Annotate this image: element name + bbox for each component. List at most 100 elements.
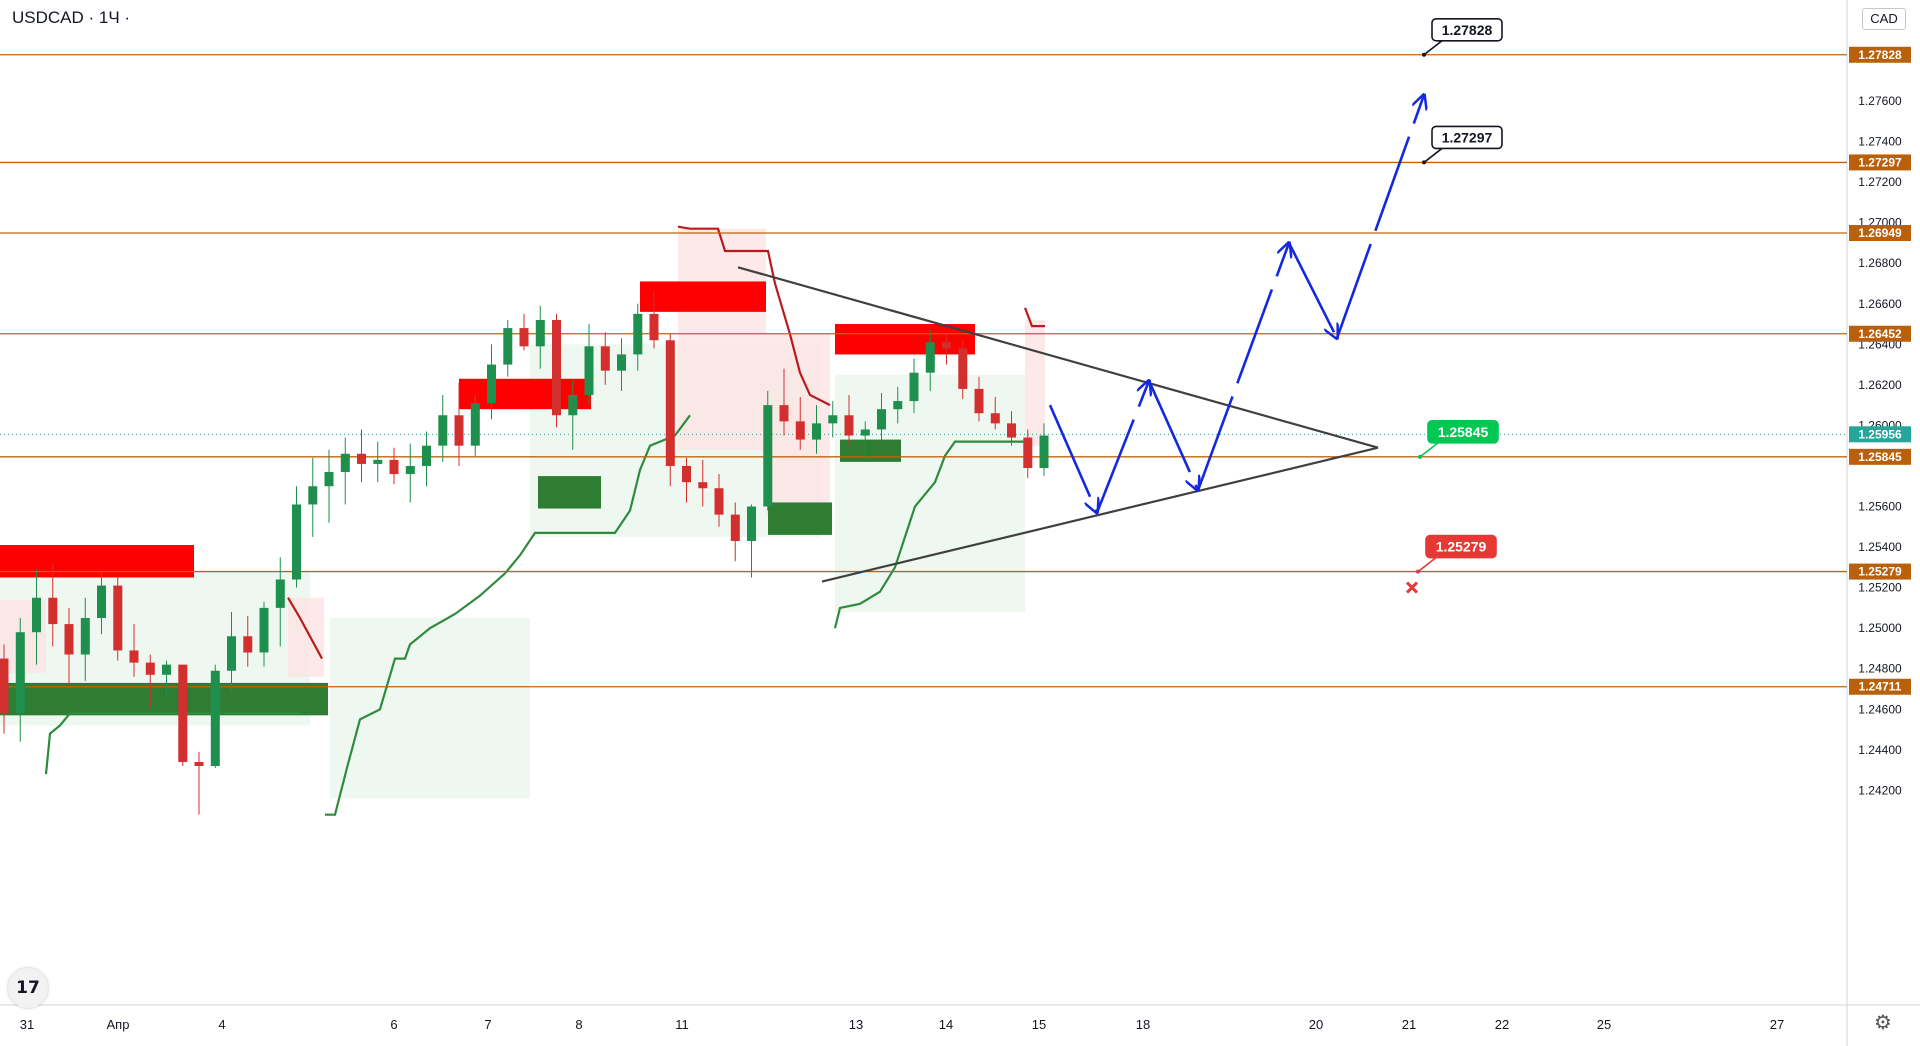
trailing-stop-long-line: [325, 414, 691, 816]
trailing-stop-long-line: [833, 440, 1025, 629]
candle-body: [48, 597, 58, 625]
candle: [763, 390, 773, 511]
candle-body: [373, 459, 383, 464]
candle-body: [80, 618, 90, 655]
price-tick-label: 1.25200: [1858, 581, 1902, 595]
stop-callout[interactable]: 1.25279: [1416, 534, 1497, 574]
candle: [113, 575, 123, 661]
demand-zone: [0, 682, 328, 716]
candle-body: [714, 488, 724, 515]
candle: [617, 338, 626, 391]
candle-body: [97, 585, 106, 619]
entry-callout[interactable]: 1.25845: [1418, 420, 1499, 459]
time-tick-label: 14: [939, 1017, 953, 1032]
projection-arrow[interactable]: [1147, 380, 1198, 491]
supply-zone: [640, 281, 766, 312]
candle: [64, 607, 74, 685]
candle: [1039, 423, 1049, 477]
current-price-badge[interactable]: 1.25956: [1849, 426, 1911, 443]
candle: [698, 459, 708, 507]
level-price-badge[interactable]: 1.25279: [1849, 563, 1911, 580]
time-tick-label: 31: [20, 1017, 34, 1032]
candle-body: [844, 415, 854, 436]
currency-button[interactable]: CAD: [1862, 8, 1906, 30]
target-callout[interactable]: 1.27297: [1422, 125, 1503, 165]
level-badge-box: [1849, 46, 1911, 63]
demand-fill-area: [330, 618, 530, 799]
candle-body: [113, 585, 123, 651]
descending-trendline[interactable]: [737, 266, 1379, 449]
candle-body: [974, 388, 984, 414]
trailing-stop-short-line: [287, 597, 323, 660]
candle-body: [422, 445, 431, 466]
projection-arrow[interactable]: [1048, 404, 1097, 512]
candle-body: [763, 405, 773, 507]
candle-body: [812, 423, 821, 440]
candle: [877, 392, 886, 442]
level-price-badge[interactable]: 1.27828: [1849, 46, 1911, 63]
candle: [470, 394, 480, 456]
candle-body: [454, 415, 464, 446]
level-price-badge[interactable]: 1.26949: [1849, 224, 1911, 241]
time-axis[interactable]: 31 Апр 4 6 7 8 11 13 14 15 18 20 21 22 25 27: [20, 1017, 1784, 1032]
candle-body: [552, 319, 561, 416]
price-tick-label: 1.26800: [1858, 256, 1902, 270]
candle-body: [990, 413, 1000, 424]
demand-zone: [768, 502, 832, 535]
level-price-badge[interactable]: 1.24711: [1849, 678, 1911, 695]
candle-body: [340, 453, 350, 473]
candle: [292, 486, 301, 588]
candle-body: [519, 328, 529, 347]
candle: [730, 502, 740, 562]
projection-arrow[interactable]: [1287, 242, 1337, 338]
level-badge-label: 1.24711: [1859, 680, 1902, 694]
level-price-badge[interactable]: 1.27297: [1849, 154, 1911, 171]
time-tick-label: 15: [1032, 1017, 1046, 1032]
target-callout[interactable]: 1.27828: [1422, 17, 1503, 57]
candle: [860, 421, 870, 460]
callout-box: [1431, 17, 1503, 42]
candle: [422, 431, 431, 487]
gear-icon[interactable]: ⚙: [1874, 1010, 1892, 1034]
candle: [747, 504, 756, 578]
symbol-title[interactable]: USDCAD · 1Ч ·: [12, 8, 131, 27]
candle: [974, 376, 984, 422]
time-tick-label: 6: [390, 1017, 397, 1032]
candle: [80, 597, 90, 681]
callout-box: [1425, 534, 1497, 559]
projection-arrow[interactable]: [1335, 95, 1424, 339]
candle: [600, 332, 610, 385]
projection-arrow[interactable]: [1095, 381, 1149, 514]
level-price-badge[interactable]: 1.26452: [1849, 325, 1911, 342]
callout-label: 1.27297: [1442, 129, 1493, 145]
candle-body: [600, 346, 610, 371]
callout-label: 1.25279: [1436, 539, 1487, 555]
candle: [129, 624, 139, 677]
candle-body: [324, 472, 334, 487]
candle: [812, 405, 821, 454]
candle-body: [584, 346, 594, 395]
candle: [1007, 411, 1016, 446]
trailing-stop-layer: [44, 225, 1045, 816]
candle-body: [64, 624, 74, 655]
demand-fill-area: [835, 374, 1025, 612]
candle: [1023, 429, 1033, 479]
candle-body: [1007, 423, 1016, 438]
red-cross-icon: [1405, 581, 1419, 594]
candle-body: [259, 607, 269, 653]
demand-zone: [538, 476, 601, 509]
candle: [194, 751, 204, 815]
candle: [162, 660, 171, 698]
level-price-badge[interactable]: 1.25845: [1849, 448, 1911, 465]
ascending-trendline[interactable]: [821, 446, 1379, 583]
candle: [373, 441, 383, 483]
tradingview-logo-icon[interactable]: 17: [8, 968, 48, 1008]
candle: [503, 319, 513, 377]
projection-arrow[interactable]: [1196, 243, 1289, 491]
candle-body: [389, 459, 399, 475]
callout-anchor: [1422, 160, 1426, 165]
price-tick-label: 1.25000: [1858, 621, 1902, 635]
time-tick-label: 22: [1495, 1017, 1509, 1032]
price-axis[interactable]: 1.276001.274001.272001.270001.268001.266…: [1849, 46, 1911, 798]
